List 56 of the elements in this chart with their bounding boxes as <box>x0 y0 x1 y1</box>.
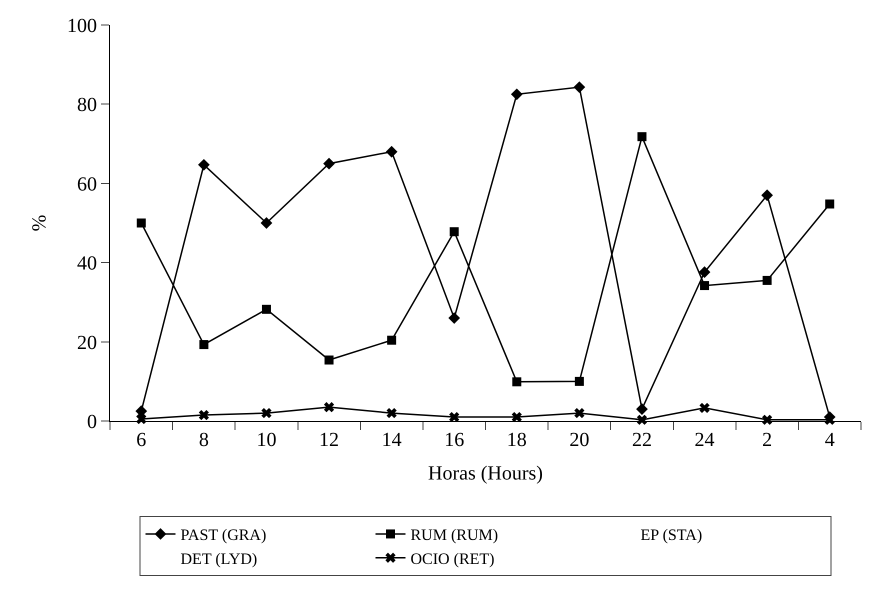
text: EP (STA) <box>640 527 702 544</box>
point <box>198 410 209 420</box>
x-tick-label: 16 <box>444 429 464 451</box>
y-tick-label: 0 <box>87 411 97 433</box>
y-tick-label: 60 <box>77 173 97 196</box>
point <box>262 304 271 314</box>
legend-label: PAST (GRA) <box>180 527 266 544</box>
point <box>762 276 772 285</box>
x-tick-label: 8 <box>198 429 209 451</box>
point <box>510 88 523 100</box>
x-tick-label: 2 <box>762 429 772 451</box>
point <box>386 146 398 158</box>
x-tick-label: 18 <box>506 429 527 451</box>
point <box>449 412 460 422</box>
point <box>698 266 710 278</box>
point <box>324 356 334 365</box>
text: DET (LYD) <box>180 550 258 568</box>
point <box>135 405 148 417</box>
y-axis-title: % <box>28 214 50 232</box>
point <box>699 402 710 414</box>
point <box>261 408 272 418</box>
point <box>512 412 522 422</box>
y-tick-label: 40 <box>77 252 97 275</box>
x-axis-title: Horas (Hours) <box>428 462 543 484</box>
x-tick-label: 24 <box>694 429 715 451</box>
x-tick-label: 22 <box>632 429 652 451</box>
point <box>198 158 210 171</box>
y-tick-label: 20 <box>77 332 97 354</box>
point <box>574 81 586 94</box>
x-tick-label: 6 <box>136 429 146 451</box>
point <box>574 408 584 418</box>
y-tick-label: 100 <box>67 15 97 37</box>
point <box>260 217 272 229</box>
point <box>323 158 335 170</box>
x-tick-label: 14 <box>382 429 402 451</box>
point <box>761 189 773 202</box>
point <box>700 281 710 290</box>
legend-label: OCIO (RET) <box>410 550 494 568</box>
point <box>450 227 459 236</box>
point <box>574 376 584 386</box>
x-tick-label: 4 <box>824 429 835 451</box>
point <box>512 377 522 386</box>
point <box>387 336 396 345</box>
y-tick-label: 80 <box>77 94 97 116</box>
point <box>136 218 146 228</box>
point <box>636 403 648 415</box>
x-tick-label: 12 <box>319 429 340 451</box>
x-tick-label: 20 <box>569 429 590 451</box>
legend-label: RUM (RUM) <box>410 527 498 544</box>
point <box>199 340 208 350</box>
point <box>448 312 460 324</box>
point <box>386 408 397 418</box>
point <box>637 132 646 142</box>
point <box>825 199 834 208</box>
x-tick-label: 10 <box>256 429 276 451</box>
point <box>324 402 334 412</box>
